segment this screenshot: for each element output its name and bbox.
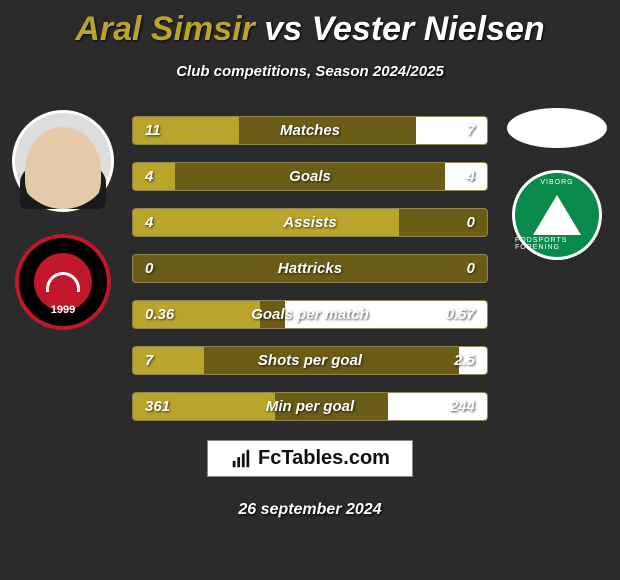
stat-row: Goals per match0.360.57 <box>132 300 488 329</box>
site-logo: FcTables.com <box>207 440 413 477</box>
club2-text-bottom: FODSPORTS FORENING <box>515 237 599 251</box>
site-name: FcTables.com <box>258 447 390 470</box>
stat-value-left: 7 <box>133 347 165 374</box>
stat-label: Matches <box>133 117 487 144</box>
footer: FcTables.com 26 september 2024 <box>0 440 620 519</box>
footer-date: 26 september 2024 <box>238 501 381 519</box>
stat-value-left: 361 <box>133 393 182 420</box>
stat-value-right: 0 <box>455 255 487 282</box>
main-content: 1999 Matches117Goals44Assists40Hattricks… <box>0 108 620 421</box>
player1-club-badge: 1999 <box>15 234 111 330</box>
stat-value-left: 0.36 <box>133 301 186 328</box>
stat-label: Goals <box>133 163 487 190</box>
stat-label: Min per goal <box>133 393 487 420</box>
stat-label: Shots per goal <box>133 347 487 374</box>
club1-year: 1999 <box>51 304 75 316</box>
stat-label: Assists <box>133 209 487 236</box>
chart-icon <box>230 448 252 470</box>
stat-value-left: 4 <box>133 163 165 190</box>
page-title: Aral Simsir vs Vester Nielsen <box>0 0 620 49</box>
stat-value-right: 0.57 <box>434 301 487 328</box>
stat-value-right: 244 <box>438 393 487 420</box>
title-vs: vs <box>264 10 302 48</box>
stat-value-left: 4 <box>133 209 165 236</box>
stat-row: Matches11 7 <box>132 116 488 145</box>
subtitle: Club competitions, Season 2024/2025 <box>0 63 620 80</box>
stat-value-right: 2.5 <box>442 347 487 374</box>
stat-row: Min per goal361 244 <box>132 392 488 421</box>
left-column: 1999 <box>8 108 118 421</box>
stat-value-right: 7 <box>455 117 487 144</box>
player2-flag <box>507 108 607 148</box>
player2-club-badge: VIBORG FODSPORTS FORENING <box>512 170 602 260</box>
right-column: VIBORG FODSPORTS FORENING <box>502 108 612 421</box>
stat-value-left: 11 <box>133 117 173 144</box>
stat-label: Hattricks <box>133 255 487 282</box>
stat-value-right: 0 <box>455 209 487 236</box>
stats-container: Matches117Goals44Assists40Hattricks00Goa… <box>118 108 502 421</box>
stat-row: Goals4 4 <box>132 162 488 191</box>
stat-value-right: 4 <box>455 163 487 190</box>
club2-text-top: VIBORG <box>540 179 573 186</box>
stat-row: Shots per goal7 2.5 <box>132 346 488 375</box>
stat-value-left: 0 <box>133 255 165 282</box>
stat-row: Hattricks0 0 <box>132 254 488 283</box>
title-player1: Aral Simsir <box>75 10 255 48</box>
stat-row: Assists4 0 <box>132 208 488 237</box>
player1-avatar <box>12 110 114 212</box>
title-player2: Vester Nielsen <box>312 10 545 48</box>
